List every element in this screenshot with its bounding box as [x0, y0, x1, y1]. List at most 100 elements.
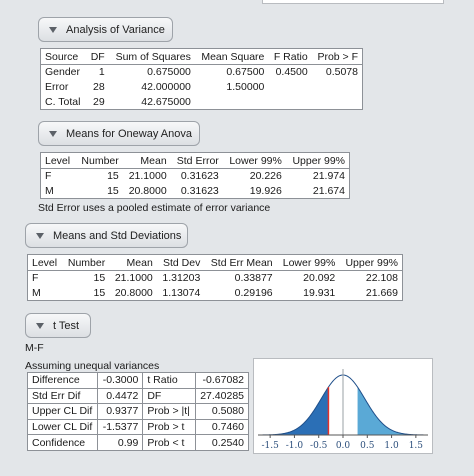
stat-value: 0.7460	[194, 418, 250, 436]
cell: 22.108	[365, 272, 398, 285]
cell: 21.974	[312, 170, 345, 183]
table-row: Lower CL Dif -1.5377 Prob > t 0.7460	[26, 418, 250, 436]
left-tail-area	[258, 387, 329, 435]
std-error-note: Std Error uses a pooled estimate of erro…	[38, 202, 271, 214]
cell: 0.31623	[180, 184, 219, 197]
section-title: Analysis of Variance	[66, 23, 165, 36]
cell	[312, 95, 363, 110]
stat-label: Prob > |t|	[142, 403, 196, 420]
cell: F	[45, 170, 52, 183]
section-title: t Test	[53, 319, 80, 332]
stat-label: Prob > t	[142, 418, 196, 436]
cell	[312, 80, 363, 95]
means-std-dev-outline[interactable]: Means and Std Deviations	[25, 223, 188, 248]
cell: 21.669	[365, 286, 398, 299]
table-row: Gender 1 0.675000 0.67500 0.4500 0.5078	[41, 65, 363, 80]
t-test-outline[interactable]: t Test	[25, 313, 91, 338]
stat-label: Std Err Dif	[26, 387, 99, 405]
disclosure-triangle-icon[interactable]	[49, 130, 57, 137]
cell: 0.33877	[234, 272, 273, 285]
table-row: Std Err Dif 0.4472 DF 27.40285	[26, 387, 250, 405]
means-std-dev-table: Level Number Mean Std Dev Std Err Mean L…	[27, 254, 403, 301]
cell: 1.13074	[162, 286, 201, 299]
stat-value: 0.4472	[97, 387, 144, 405]
col-header: Sum of Squares	[108, 48, 195, 65]
stat-value: -0.3000	[97, 372, 144, 389]
col-header: Lower 99%	[222, 152, 286, 169]
cell: M	[45, 184, 54, 197]
x-tick-label: 1.0	[384, 441, 399, 451]
col-header: Source	[40, 48, 86, 65]
cell: 0.4500	[275, 66, 308, 79]
col-header: Std Err Mean	[204, 254, 277, 271]
cell: 15	[107, 170, 119, 183]
table-row: C. Total 29 42.675000	[41, 95, 363, 110]
assumption-label: Assuming unequal variances	[25, 360, 160, 372]
table-row: Difference -0.3000 t Ratio -0.67082	[26, 372, 250, 389]
cell: 15	[107, 184, 119, 197]
table-row: Upper CL Dif 0.9377 Prob > |t| 0.5080	[26, 403, 250, 420]
disclosure-triangle-icon[interactable]	[36, 322, 44, 329]
cell: 0.67500	[226, 66, 265, 79]
analysis-of-variance-outline[interactable]: Analysis of Variance	[38, 17, 173, 42]
col-header: Level	[27, 254, 63, 271]
col-header: Std Dev	[156, 254, 205, 271]
anova-table: Source DF Sum of Squares Mean Square F R…	[40, 48, 363, 110]
stat-label: t Ratio	[142, 372, 196, 389]
stat-value: 0.99	[97, 434, 144, 451]
table-row: M 15 20.8000 0.31623 19.926 21.674	[41, 184, 350, 199]
cell: 20.092	[303, 272, 336, 285]
cell: 21.674	[312, 184, 345, 197]
cell: 20.8000	[128, 184, 167, 197]
x-tick-label: 0.0	[336, 441, 351, 451]
cell: 0.31623	[180, 170, 219, 183]
cell: Error	[45, 81, 69, 93]
col-header: Prob > F	[311, 48, 363, 65]
table-row: F 15 21.1000 0.31623 20.226 21.974	[41, 169, 350, 184]
cell: Gender	[45, 66, 81, 79]
cell: 20.8000	[114, 286, 153, 299]
section-title: Means for Oneway Anova	[66, 127, 192, 140]
stat-value: 0.9377	[97, 403, 144, 420]
cell: 20.226	[249, 170, 282, 183]
cell: M	[32, 286, 41, 299]
stat-label: Upper CL Dif	[26, 403, 99, 420]
col-header: Upper 99%	[285, 152, 350, 169]
col-header: F Ratio	[268, 48, 312, 65]
col-header: Number	[62, 254, 110, 271]
cell: 15	[93, 272, 106, 285]
section-title: Means and Std Deviations	[53, 229, 182, 242]
cell	[268, 80, 311, 95]
comparison-label: M-F	[25, 342, 44, 354]
stat-label: DF	[142, 387, 196, 405]
stat-value: 0.5080	[194, 403, 250, 420]
col-header: Lower 99%	[276, 254, 340, 271]
table-row: F 15 21.1000 1.31203 0.33877 20.092 22.1…	[28, 271, 403, 286]
cell: 1	[98, 66, 105, 79]
cell: 29	[93, 95, 105, 108]
col-header: Upper 99%	[339, 254, 403, 271]
cell: 1.50000	[226, 81, 265, 93]
stat-label: Difference	[26, 372, 99, 389]
col-header: Number	[75, 152, 123, 169]
x-tick-label: 0.5	[360, 441, 375, 451]
right-tail-area	[357, 387, 428, 435]
col-header: Mean	[109, 254, 157, 271]
table-row: Confidence 0.99 Prob < t 0.2540	[26, 434, 250, 451]
col-header: Mean Square	[194, 48, 269, 65]
t-distribution-plot: -1.5 -1.0 -0.5 0.0 0.5 1.0 1.5	[253, 358, 433, 454]
stat-value: -1.5377	[97, 418, 144, 436]
stat-label: Prob < t	[142, 434, 196, 451]
t-test-table: Difference -0.3000 t Ratio -0.67082 Std …	[26, 372, 250, 451]
cell: 28	[93, 81, 105, 93]
stat-value: 27.40285	[194, 387, 250, 405]
cell	[268, 95, 311, 110]
disclosure-triangle-icon[interactable]	[49, 26, 57, 33]
means-oneway-outline[interactable]: Means for Oneway Anova	[38, 121, 200, 146]
cell	[195, 95, 269, 110]
x-tick-label: -1.0	[286, 441, 304, 451]
disclosure-triangle-icon[interactable]	[36, 232, 44, 239]
x-tick-label: -1.5	[261, 441, 279, 451]
cell: 19.926	[249, 184, 282, 197]
cell: 0.29196	[234, 286, 273, 299]
